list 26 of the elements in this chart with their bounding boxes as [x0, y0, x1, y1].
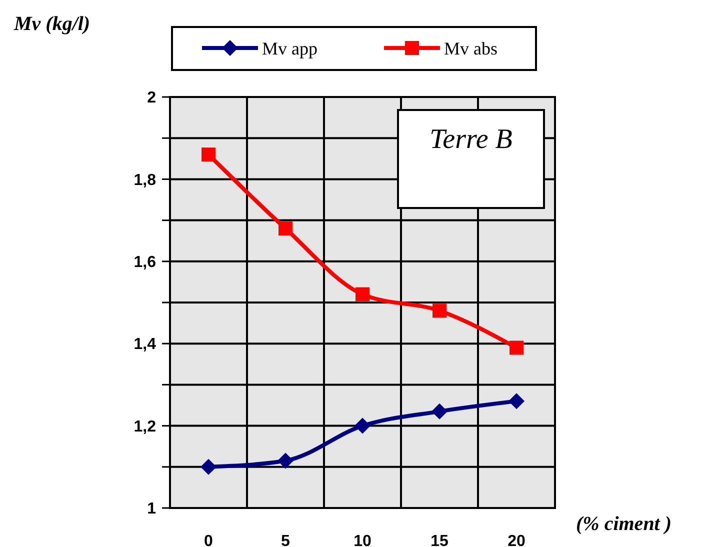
- point: [354, 418, 370, 434]
- point: [202, 148, 216, 162]
- y-tick-label: 1: [147, 500, 156, 518]
- point: [200, 458, 216, 475]
- legend-label: Mv abs: [444, 38, 498, 58]
- y-tick-label: 1,8: [134, 172, 156, 189]
- point: [278, 222, 292, 236]
- point: [508, 393, 524, 410]
- x-tick-label: 0: [204, 533, 214, 547]
- x-tick-label: 20: [508, 533, 526, 547]
- legend-label: Mv app: [262, 38, 318, 58]
- y-tick-label: 1,6: [134, 254, 156, 271]
- point: [356, 287, 370, 302]
- point: [278, 452, 294, 469]
- y-tick-label: 1,4: [134, 336, 156, 354]
- point: [432, 304, 446, 318]
- x-axis-title: (% ciment ): [576, 513, 672, 535]
- x-tick-label: 10: [354, 533, 372, 547]
- x-tick-label: 5: [281, 533, 290, 547]
- y-tick-label: 2: [147, 90, 156, 107]
- point: [510, 340, 524, 355]
- annotation: Terre B: [430, 124, 512, 155]
- point: [432, 403, 448, 420]
- y-axis-title: Mv (kg/l): [13, 13, 90, 35]
- x-tick-label: 15: [430, 533, 448, 547]
- y-tick-label: 1,2: [134, 418, 156, 436]
